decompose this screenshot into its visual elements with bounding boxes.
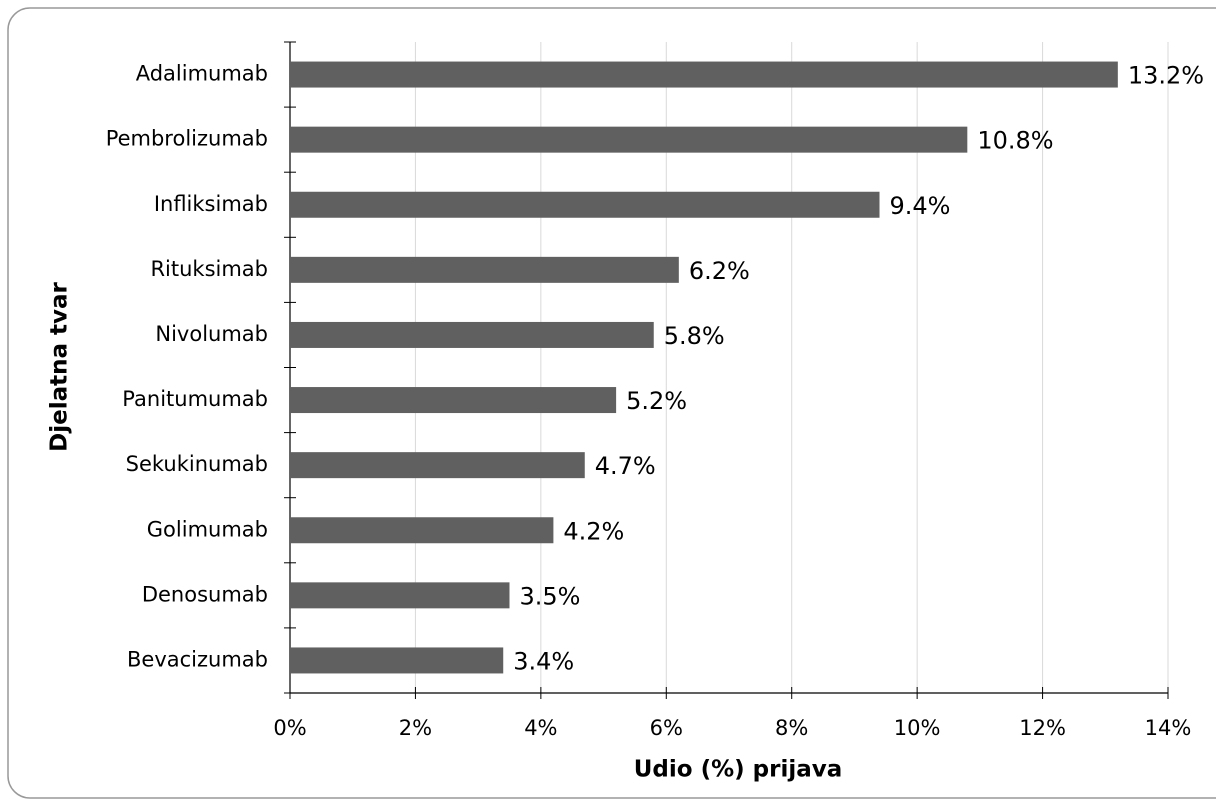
bar	[290, 647, 504, 674]
y-axis-title: Djelatna tvar	[47, 281, 73, 451]
x-tick-label: 14%	[1145, 716, 1192, 740]
x-tick-label: 6%	[650, 716, 683, 740]
bar	[290, 452, 585, 479]
y-tick-label: Rituksimab	[150, 257, 268, 281]
y-tick-label: Golimumab	[147, 517, 268, 541]
value-label: 6.2%	[689, 257, 750, 285]
x-tick-label: 10%	[894, 716, 941, 740]
bar	[290, 61, 1118, 88]
bar	[290, 517, 554, 544]
bar	[290, 126, 968, 153]
bar	[290, 387, 617, 414]
bar	[290, 582, 510, 609]
value-label: 5.2%	[626, 387, 687, 415]
y-tick-label: Pembrolizumab	[106, 127, 268, 151]
value-label: 5.8%	[664, 322, 725, 350]
value-label: 3.5%	[520, 582, 581, 610]
x-tick-label: 2%	[399, 716, 432, 740]
y-tick-label: Infliksimab	[154, 192, 268, 216]
x-tick-label: 12%	[1019, 716, 1066, 740]
x-tick-label: 8%	[775, 716, 808, 740]
y-tick-label: Adalimumab	[136, 62, 268, 86]
bar	[290, 191, 880, 218]
value-label: 13.2%	[1128, 62, 1204, 90]
y-tick-label: Nivolumab	[155, 322, 268, 346]
y-tick-label: Panitumumab	[122, 387, 268, 411]
y-tick-label: Sekukinumab	[126, 452, 268, 476]
x-axis-title: Udio (%) prijava	[634, 757, 843, 783]
value-label: 4.2%	[563, 517, 624, 545]
y-tick-label: Bevacizumab	[127, 647, 268, 671]
bar	[290, 321, 654, 348]
value-label: 4.7%	[595, 452, 656, 480]
y-tick-label: Denosumab	[142, 582, 268, 606]
value-label: 10.8%	[977, 127, 1053, 155]
x-tick-label: 4%	[524, 716, 557, 740]
value-label: 9.4%	[890, 192, 951, 220]
bar	[290, 256, 679, 283]
value-label: 3.4%	[513, 647, 574, 675]
x-tick-label: 0%	[273, 716, 306, 740]
